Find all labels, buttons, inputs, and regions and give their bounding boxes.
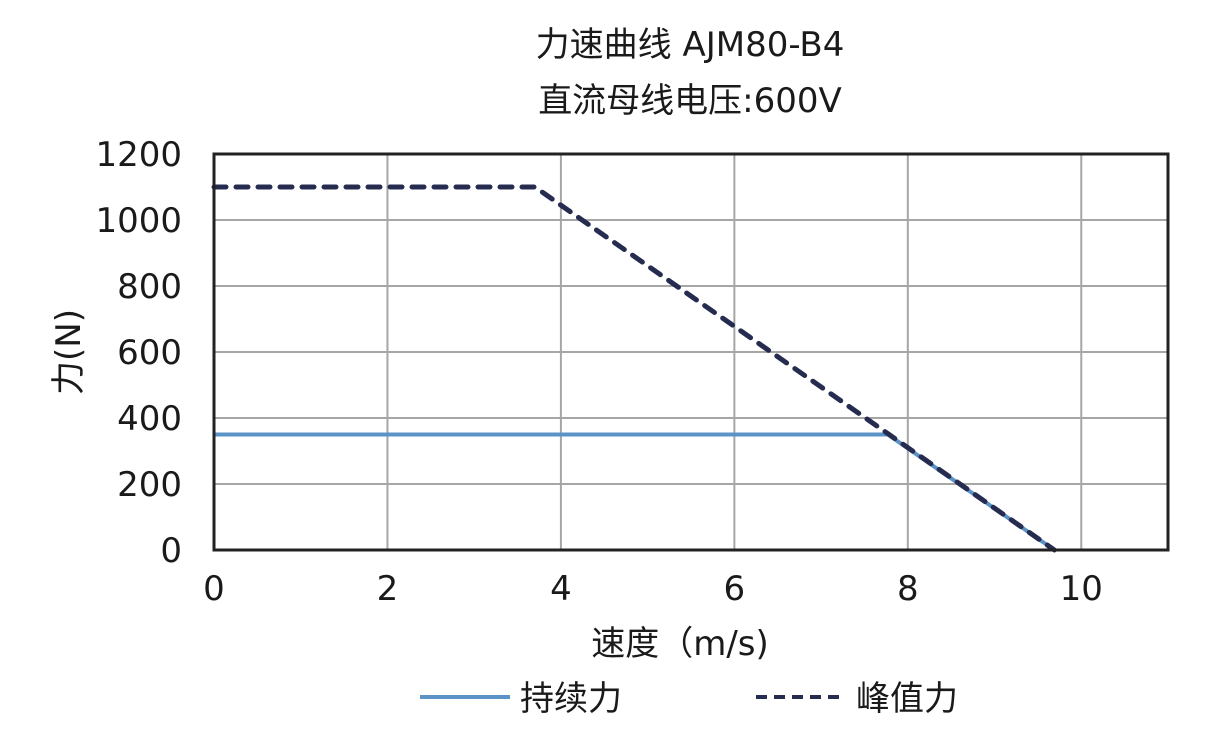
x-tick-label: 10 [1060,569,1103,609]
chart-subtitle: 直流母线电压:600V [538,81,842,121]
x-tick-label: 0 [203,569,225,609]
series-line-peak-force [211,184,1057,553]
x-tick-label: 4 [550,569,572,609]
chart-title: 力速曲线 AJM80-B4 [536,25,845,65]
series-lines [211,184,1057,553]
legend: 持续力 峰值力 [420,679,958,719]
legend-label-continuous: 持续力 [520,679,622,719]
x-tick-label: 2 [377,569,399,609]
y-tick-label: 400 [117,399,182,439]
y-tick-label: 800 [117,267,182,307]
series-line-continuous-force [214,432,1056,552]
y-tick-label: 1000 [95,201,182,241]
tick-labels: 0 2 4 6 8 10 0 200 400 600 800 1000 1200 [95,135,1102,609]
y-tick-label: 200 [117,465,182,505]
x-axis-label: 速度（m/s) [591,624,769,664]
y-tick-label: 1200 [95,135,182,175]
y-tick-label: 0 [160,531,182,571]
x-tick-label: 8 [897,569,919,609]
grid [213,153,1168,551]
legend-label-peak: 峰值力 [856,679,958,719]
y-tick-label: 600 [117,333,182,373]
plot-frame [212,152,1170,552]
y-axis-label: 力(N) [49,309,89,395]
x-tick-label: 6 [724,569,746,609]
